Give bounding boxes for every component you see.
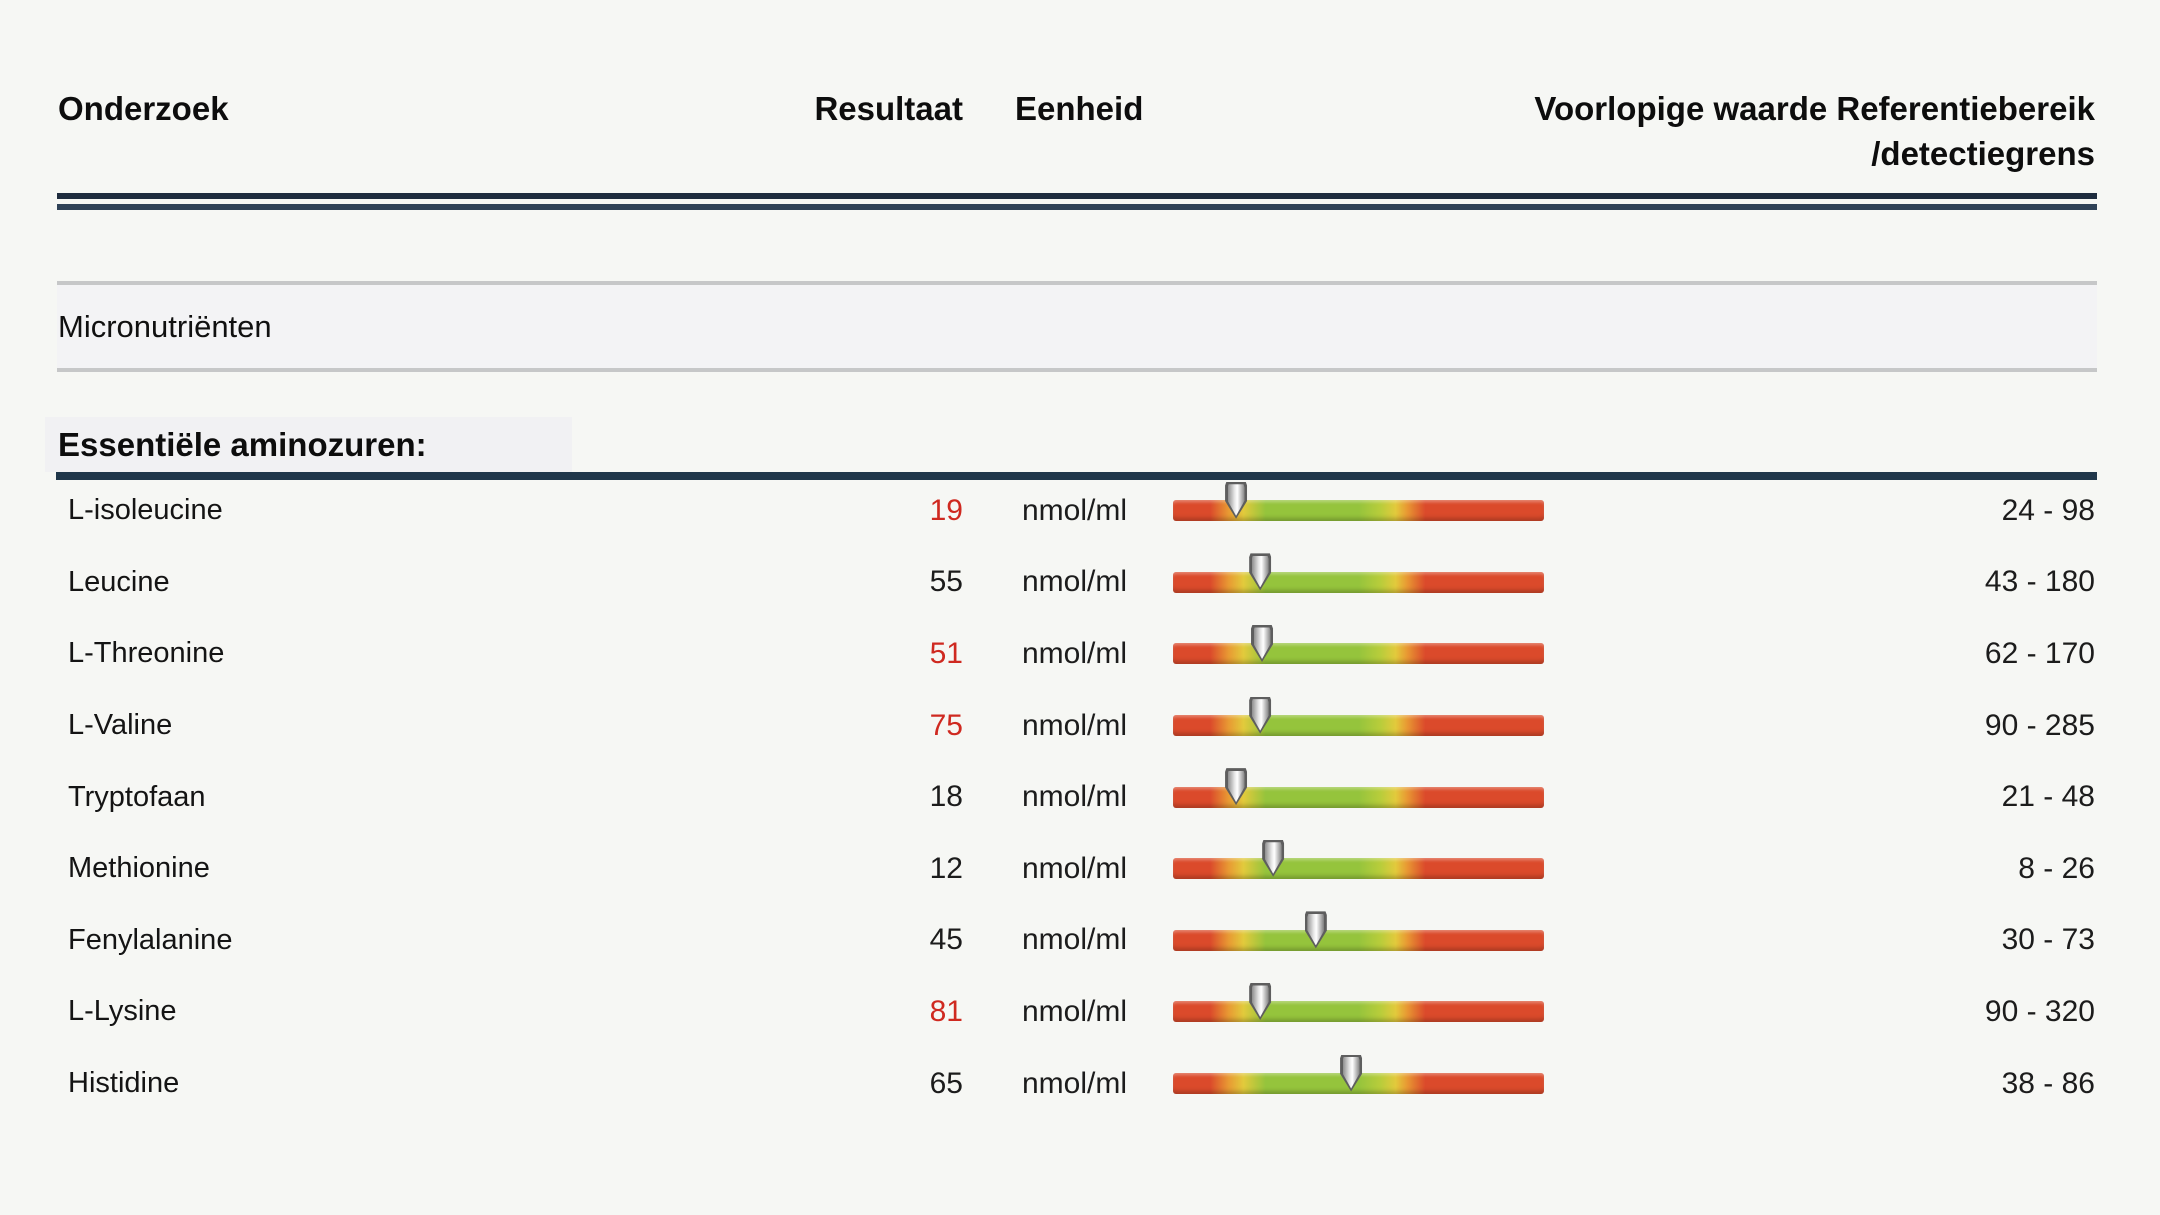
result-unit: nmol/ml (1022, 780, 1128, 814)
section-divider-top (57, 281, 2097, 285)
gauge-marker-icon (1225, 768, 1248, 806)
column-header-range: Voorlopige waarde Referentiebereik /dete… (1173, 86, 2095, 176)
result-value: 65 (929, 1066, 963, 1100)
gauge-marker-icon (1251, 624, 1274, 662)
table-row: L-isoleucine 19 nmol/ml 24 - 98 (0, 475, 2160, 547)
column-header-result: Resultaat (814, 90, 963, 127)
column-header-detection-limit: /detectiegrens (1871, 135, 2095, 172)
table-row: Fenylalanine 45 nmol/ml 30 - 73 (0, 905, 2160, 977)
result-value: 55 (929, 565, 963, 599)
gauge-bar (1173, 715, 1544, 737)
result-value: 75 (929, 708, 963, 742)
reference-range: 90 - 320 (1984, 994, 2095, 1028)
gauge-bar (1173, 1073, 1544, 1095)
reference-range: 43 - 180 (1984, 565, 2095, 599)
result-value: 45 (929, 923, 963, 957)
reference-gauge (1173, 690, 1544, 762)
column-header-unit: Eenheid (1015, 90, 1144, 127)
analyte-name: Fenylalanine (68, 923, 233, 956)
gauge-marker-icon (1249, 553, 1272, 591)
header-divider (57, 193, 2097, 210)
table-row: Histidine 65 nmol/ml 38 - 86 (0, 1048, 2160, 1120)
reference-gauge (1173, 833, 1544, 905)
result-unit: nmol/ml (1022, 994, 1128, 1028)
header-divider-top-line (57, 193, 2097, 199)
reference-range: 62 - 170 (1984, 636, 2095, 670)
reference-gauge (1173, 976, 1544, 1048)
reference-gauge (1173, 1048, 1544, 1120)
reference-gauge (1173, 618, 1544, 690)
reference-range: 8 - 26 (2018, 851, 2095, 885)
result-unit: nmol/ml (1022, 565, 1128, 599)
reference-range: 24 - 98 (2001, 493, 2095, 527)
reference-range: 21 - 48 (2001, 780, 2095, 814)
column-header-reference-range: Referentiebereik (1836, 90, 2095, 127)
gauge-marker-icon (1249, 982, 1272, 1020)
result-value: 81 (929, 994, 963, 1028)
gauge-marker-icon (1340, 1054, 1363, 1092)
result-value: 19 (929, 493, 963, 527)
analyte-name: L-Valine (68, 709, 173, 742)
section-band-micronutrients: Micronutriënten (57, 285, 2097, 368)
reference-gauge (1173, 547, 1544, 619)
result-value: 12 (929, 851, 963, 885)
table-row: L-Lysine 81 nmol/ml 90 - 320 (0, 976, 2160, 1048)
gauge-bar (1173, 786, 1544, 808)
result-unit: nmol/ml (1022, 851, 1128, 885)
result-value: 18 (929, 780, 963, 814)
subsection-title-essential-amino-acids: Essentiële aminozuren: (58, 425, 427, 463)
reference-gauge (1173, 761, 1544, 833)
gauge-bar (1173, 500, 1544, 522)
gauge-marker-icon (1249, 696, 1272, 734)
gauge-bar (1173, 858, 1544, 880)
section-divider-bottom (57, 368, 2097, 372)
table-row: Tryptofaan 18 nmol/ml 21 - 48 (0, 761, 2160, 833)
section-title-micronutrients: Micronutriënten (58, 308, 272, 344)
result-unit: nmol/ml (1022, 708, 1128, 742)
result-value: 51 (929, 636, 963, 670)
results-table-body: L-isoleucine 19 nmol/ml 24 - 98 Leucine … (0, 475, 2160, 1119)
reference-range: 38 - 86 (2001, 1066, 2095, 1100)
analyte-name: Methionine (68, 852, 210, 885)
result-unit: nmol/ml (1022, 923, 1128, 957)
gauge-bar (1173, 929, 1544, 951)
column-header-test: Onderzoek (58, 90, 229, 127)
analyte-name: Leucine (68, 565, 170, 598)
analyte-name: Histidine (68, 1067, 180, 1100)
reference-range: 30 - 73 (2001, 923, 2095, 957)
gauge-bar (1173, 571, 1544, 593)
reference-gauge (1173, 905, 1544, 977)
analyte-name: L-Lysine (68, 995, 177, 1028)
table-row: Methionine 12 nmol/ml 8 - 26 (0, 833, 2160, 905)
result-unit: nmol/ml (1022, 636, 1128, 670)
table-row: L-Threonine 51 nmol/ml 62 - 170 (0, 618, 2160, 690)
gauge-bar (1173, 643, 1544, 665)
gauge-marker-icon (1262, 839, 1285, 877)
reference-range: 90 - 285 (1984, 708, 2095, 742)
column-header-preliminary-value: Voorlopige waarde (1534, 90, 1828, 127)
analyte-name: L-isoleucine (68, 494, 223, 527)
result-unit: nmol/ml (1022, 1066, 1128, 1100)
analyte-name: Tryptofaan (68, 780, 206, 813)
reference-gauge (1173, 475, 1544, 547)
analyte-name: L-Threonine (68, 637, 225, 670)
gauge-bar (1173, 1001, 1544, 1023)
table-row: L-Valine 75 nmol/ml 90 - 285 (0, 690, 2160, 762)
subsection-box-essential-amino-acids: Essentiële aminozuren: (45, 417, 572, 472)
gauge-marker-icon (1304, 911, 1327, 949)
subsection-divider (56, 472, 2097, 480)
gauge-marker-icon (1225, 481, 1248, 519)
result-unit: nmol/ml (1022, 493, 1128, 527)
header-divider-bottom-line (57, 204, 2097, 210)
table-row: Leucine 55 nmol/ml 43 - 180 (0, 547, 2160, 619)
